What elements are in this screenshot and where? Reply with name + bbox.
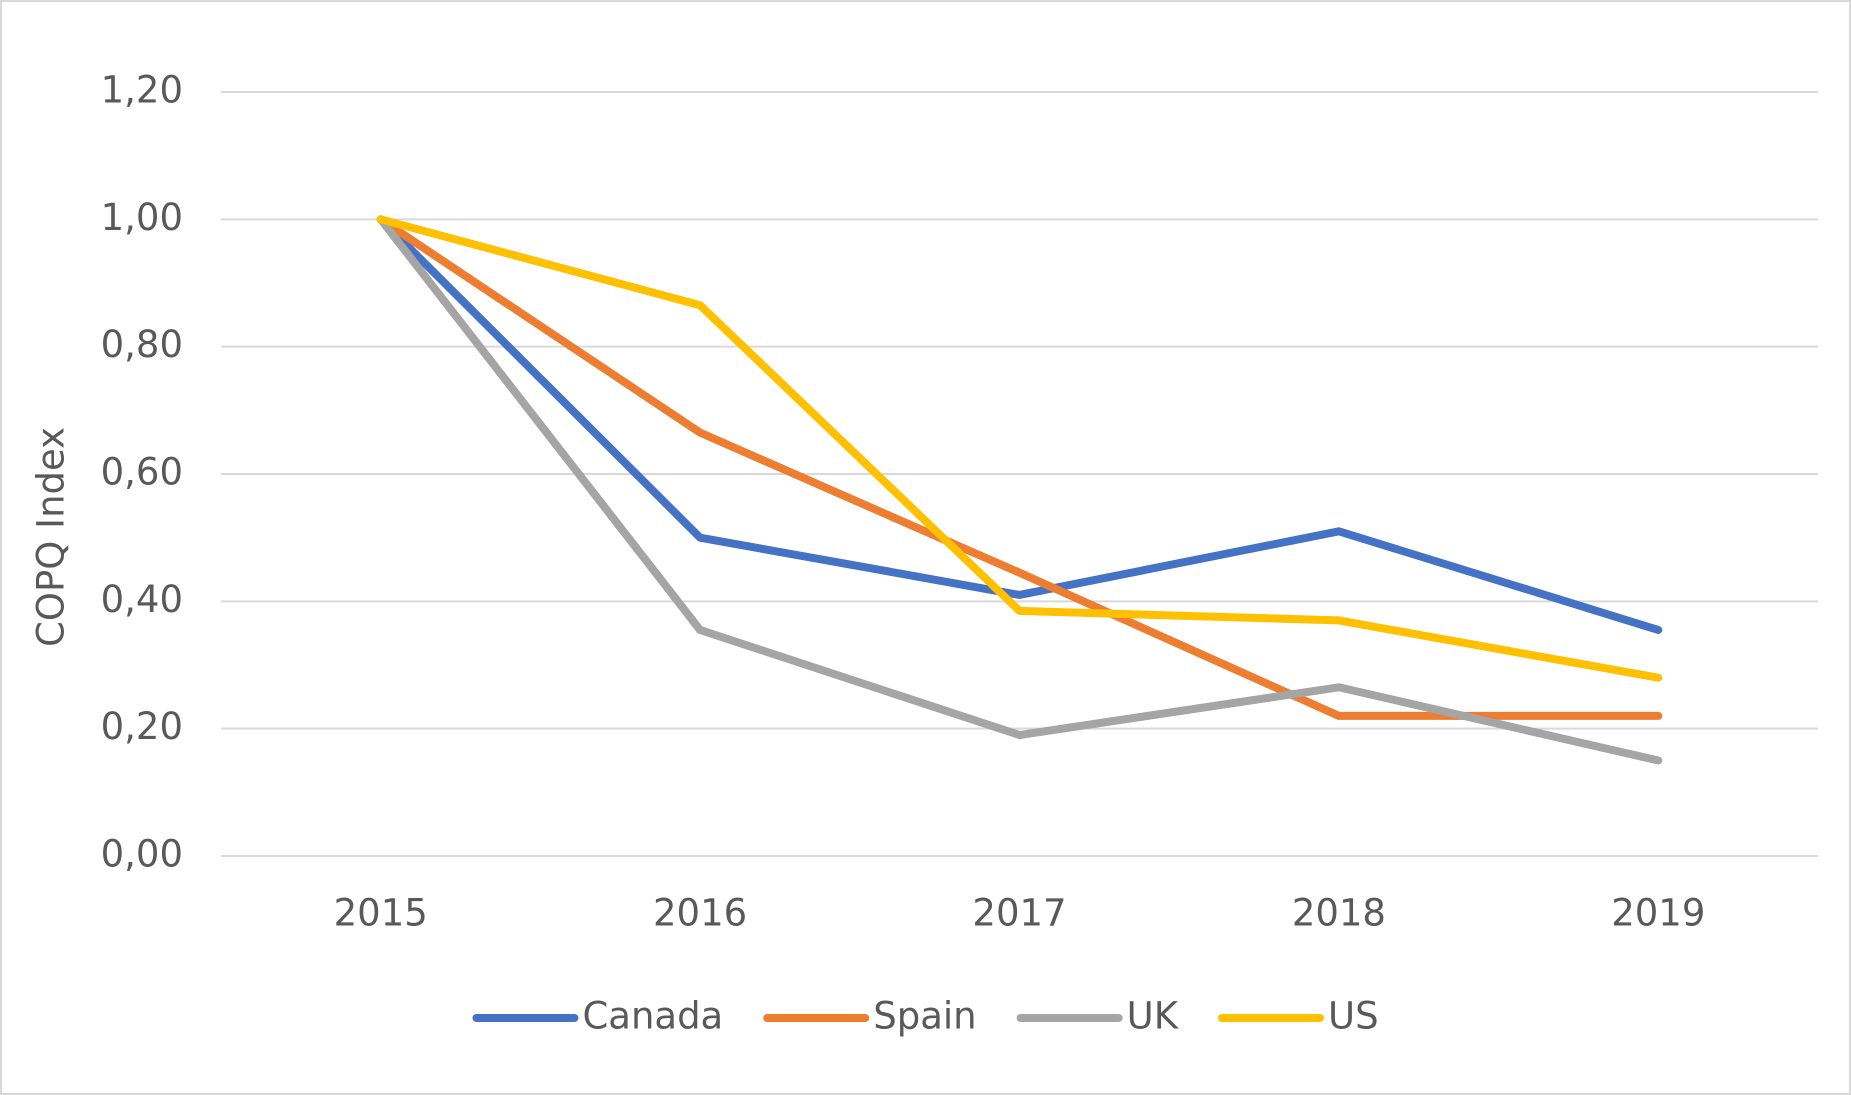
y-tick-label: 0,80 — [101, 323, 183, 366]
x-tick-label: 2017 — [972, 892, 1066, 935]
y-tick-label: 0,60 — [101, 451, 183, 494]
legend-label: UK — [1127, 995, 1180, 1038]
y-tick-label: 0,00 — [101, 833, 183, 876]
series-line — [376, 215, 1663, 682]
x-tick-label: 2015 — [334, 892, 428, 935]
series-line — [376, 215, 1663, 765]
x-tick-label: 2016 — [653, 892, 747, 935]
y-tick-label: 0,20 — [101, 705, 183, 748]
series-line — [376, 215, 1663, 720]
y-axis-title: COPQ Index — [30, 427, 73, 647]
y-tick-label: 1,20 — [101, 69, 183, 112]
legend-label: Canada — [582, 995, 723, 1038]
x-tick-label: 2019 — [1611, 892, 1705, 935]
x-tick-label: 2018 — [1292, 892, 1386, 935]
y-tick-label: 1,00 — [101, 196, 183, 239]
legend-label: Spain — [873, 995, 976, 1038]
series-line — [376, 215, 1663, 634]
legend-label: US — [1328, 995, 1379, 1038]
y-tick-label: 0,40 — [101, 578, 183, 621]
